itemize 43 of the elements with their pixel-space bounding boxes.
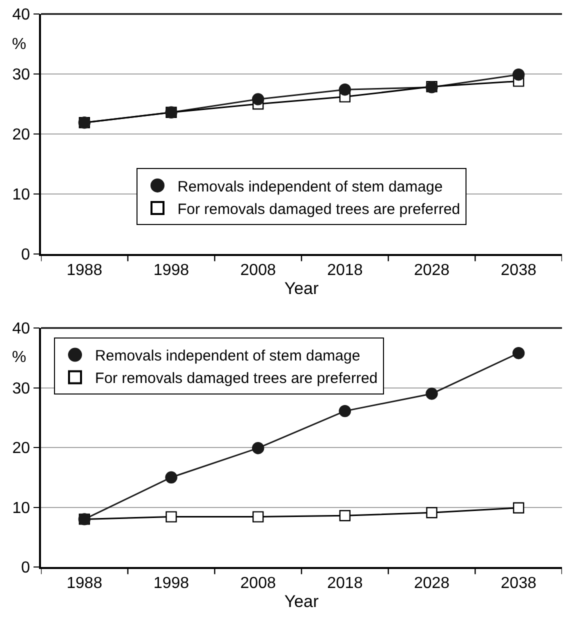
y-tick-label: 20 xyxy=(12,126,30,144)
x-tick-label: 2028 xyxy=(414,574,450,592)
y-tick-label: 30 xyxy=(12,380,30,398)
x-tick-label: 2018 xyxy=(327,574,363,592)
x-tick-label: 2038 xyxy=(500,574,536,592)
point xyxy=(252,442,264,454)
x-axis-title: Year xyxy=(284,278,320,298)
y-axis-title: % xyxy=(12,349,26,366)
x-tick-label: 1988 xyxy=(66,574,102,592)
y-tick-label: 0 xyxy=(21,560,30,577)
legend-label: For removals damaged trees are preferred xyxy=(178,200,460,218)
point xyxy=(512,347,525,360)
point xyxy=(512,68,525,81)
legend-label: For removals damaged trees are preferred xyxy=(95,370,378,388)
point xyxy=(426,388,438,400)
x-tick-label: 2028 xyxy=(414,262,450,279)
point xyxy=(426,507,438,518)
point xyxy=(512,502,524,514)
y-tick-label: 40 xyxy=(12,320,30,338)
y-tick-label: 40 xyxy=(12,6,30,24)
y-axis-title: % xyxy=(12,36,26,53)
legend-label: Removals independent of stem damage xyxy=(95,348,360,365)
point xyxy=(166,511,177,522)
y-tick-label: 30 xyxy=(12,66,30,84)
point xyxy=(339,510,351,522)
y-tick-label: 20 xyxy=(12,440,30,458)
y-tick-label: 10 xyxy=(12,186,30,204)
legend-label: Removals independent of stem damage xyxy=(178,178,443,196)
x-tick-label: 2008 xyxy=(240,262,276,279)
x-tick-label: 2018 xyxy=(327,262,363,279)
point xyxy=(252,511,264,522)
x-tick-label: 1998 xyxy=(153,262,190,279)
y-tick-label: 10 xyxy=(12,500,30,517)
point xyxy=(252,93,264,106)
x-tick-label: 2008 xyxy=(240,574,276,592)
x-axis-title: Year xyxy=(284,592,320,611)
x-tick-label: 1998 xyxy=(153,574,190,592)
y-tick-label: 0 xyxy=(21,246,30,264)
x-tick-label: 1988 xyxy=(66,262,102,279)
x-tick-label: 2038 xyxy=(500,262,536,279)
point xyxy=(165,471,178,484)
point xyxy=(338,84,352,96)
point xyxy=(338,404,352,418)
